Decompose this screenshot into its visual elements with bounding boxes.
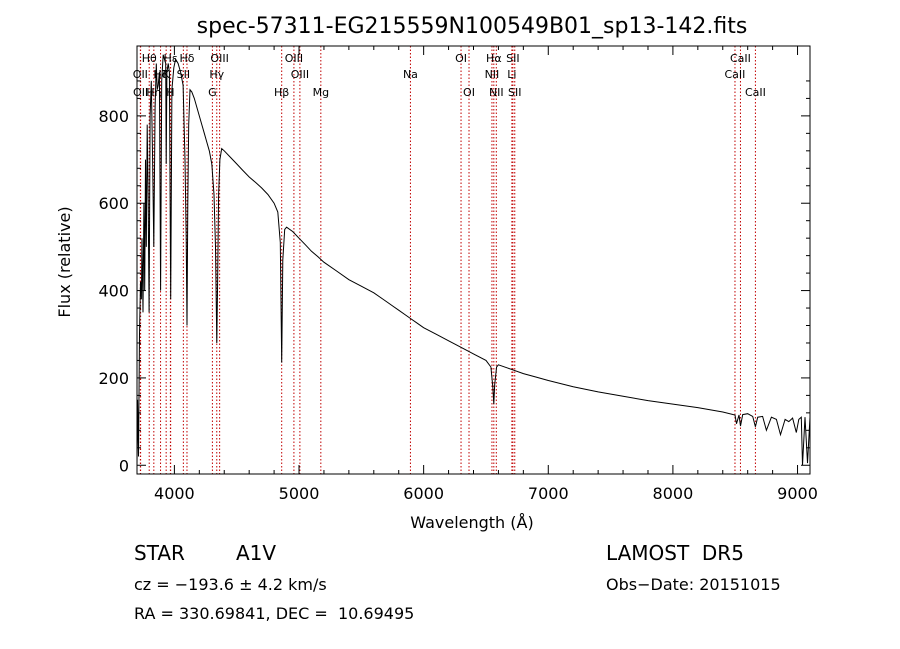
line-label: Hε: [164, 52, 178, 65]
y-tick-label: 0: [119, 456, 129, 475]
spectrum-line: [136, 54, 811, 466]
y-tick-label: 400: [98, 282, 129, 301]
line-label: H: [166, 86, 174, 99]
line-label: NII: [485, 68, 500, 81]
line-label: Hθ: [142, 52, 157, 65]
x-tick-label: 4000: [154, 484, 195, 503]
redshift-cz: cz = −193.6 ± 4.2 km/s: [134, 575, 327, 594]
line-label: Hβ: [274, 86, 289, 99]
line-label: OIII: [291, 68, 309, 81]
line-label: OI: [455, 52, 467, 65]
line-label: Mg: [313, 86, 329, 99]
x-tick-label: 8000: [653, 484, 694, 503]
y-tick-label: 200: [98, 369, 129, 388]
line-label: Na: [403, 68, 418, 81]
object-class: STAR: [134, 541, 185, 565]
line-label: Hδ: [179, 52, 194, 65]
observation-date: Obs−Date: 20151015: [606, 575, 781, 594]
line-markers: [139, 46, 756, 474]
x-tick-label: 7000: [528, 484, 569, 503]
y-tick-label: 800: [98, 107, 129, 126]
x-tick-label: 6000: [403, 484, 444, 503]
line-label: OII: [133, 86, 148, 99]
x-axis-label: Wavelength (Å): [410, 513, 533, 532]
line-label: CaII: [745, 86, 766, 99]
y-axis-label: Flux (relative): [55, 206, 74, 317]
line-label: OIII: [285, 52, 303, 65]
line-labels: HβHαHγHδHεHθHηHζOIIOIISIIHKOIIIGOIIIOIII…: [133, 52, 766, 99]
line-label: CaII: [725, 68, 746, 81]
line-label: OIII: [210, 52, 228, 65]
line-label: NII: [489, 86, 504, 99]
survey-name: LAMOST DR5: [606, 541, 744, 565]
x-tick-label: 9000: [777, 484, 818, 503]
line-label: SII: [177, 68, 190, 81]
line-label: OII: [133, 68, 148, 81]
line-label: Hγ: [209, 68, 224, 81]
line-label: Li: [507, 68, 516, 81]
x-axis: 4000 5000 6000 7000 8000 9000: [154, 46, 818, 503]
line-label: CaII: [730, 52, 751, 65]
coordinates: RA = 330.69841, DEC = 10.69495: [134, 604, 415, 623]
line-label: Hα: [486, 52, 502, 65]
line-label: G: [208, 86, 217, 99]
line-label: SII: [506, 52, 519, 65]
chart-title: spec-57311-EG215559N100549B01_sp13-142.f…: [197, 14, 748, 39]
line-label: SII: [508, 86, 521, 99]
object-subclass: A1V: [236, 541, 277, 565]
x-tick-label: 5000: [279, 484, 320, 503]
y-tick-label: 600: [98, 194, 129, 213]
line-label: OI: [463, 86, 475, 99]
y-axis: 0 200 400 600 800: [98, 80, 810, 475]
